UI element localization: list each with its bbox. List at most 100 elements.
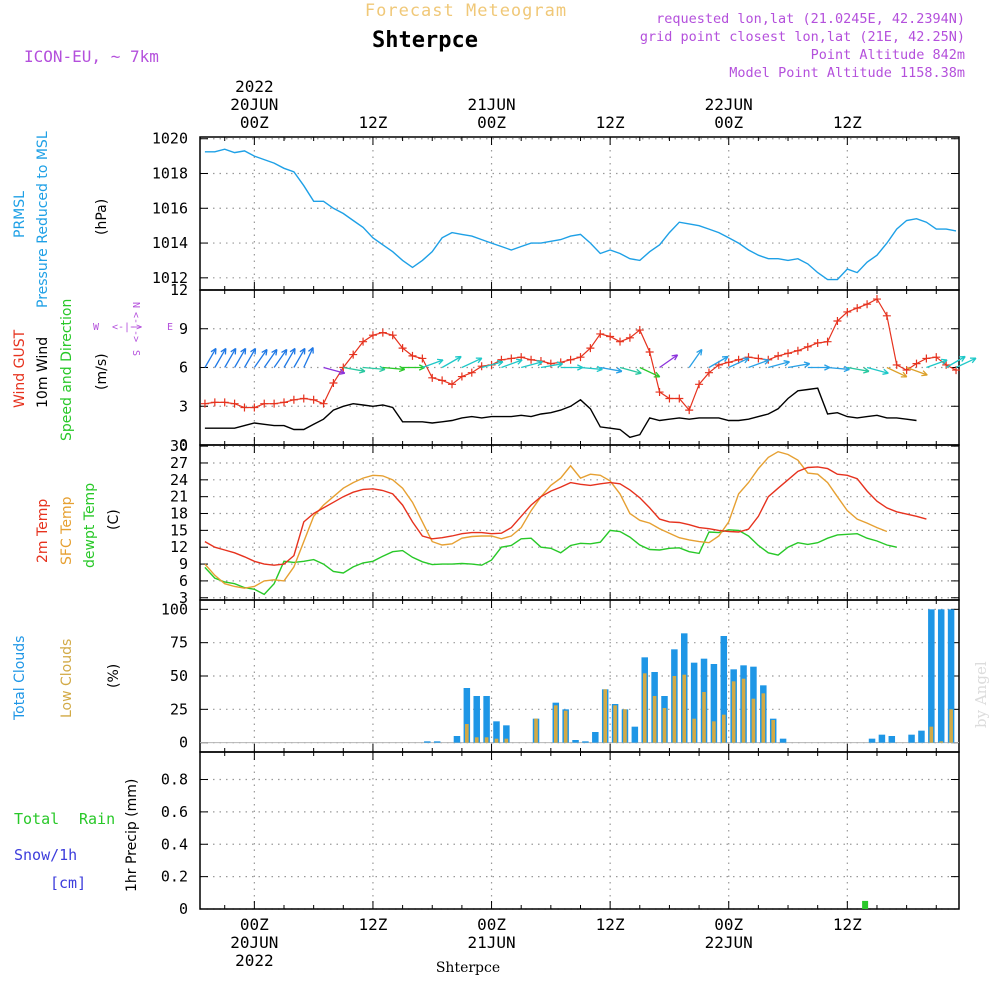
wind-arrow (303, 347, 314, 368)
low-cloud-bar (692, 718, 696, 743)
total-cloud-bar (582, 741, 589, 743)
grid-point: grid point closest lon,lat (21E, 42.25N) (640, 29, 965, 45)
gust-marker (724, 358, 733, 367)
wind-arrow-head (653, 371, 661, 378)
wind-arrow-head (496, 360, 504, 367)
wind-arrow (343, 366, 366, 372)
model-point-altitude: Model Point Altitude 1158.38m (729, 65, 965, 81)
gust-marker (270, 399, 279, 408)
gust-marker (596, 329, 605, 338)
gust-marker (774, 351, 783, 360)
wind-arrow-head (969, 357, 977, 364)
time-label-bottom: 20JUN (230, 933, 278, 952)
gust-marker (793, 346, 802, 355)
wind-arrow-head (921, 370, 928, 377)
rain-label: Rain (79, 810, 115, 828)
wind-arrow-head (536, 360, 543, 367)
wind-arrow-head (615, 367, 623, 374)
wind-arrow (847, 366, 870, 372)
gust-marker (418, 354, 427, 363)
gust-marker (843, 307, 852, 316)
wind-arrow-head (941, 358, 948, 365)
gust-marker (250, 403, 259, 412)
compass-w: W (93, 322, 100, 333)
temp-side-labels: 2m Temp SFC Temp dewpt Temp (C) (35, 483, 122, 568)
temp2m-line (204, 466, 927, 566)
time-label-bottom: 12Z (596, 915, 625, 934)
gust-marker (507, 354, 516, 363)
temp-unit: (C) (106, 509, 122, 530)
time-label-top: 12Z (596, 113, 625, 132)
time-label-bottom: 12Z (833, 915, 862, 934)
wind-arrow (214, 348, 227, 368)
compass-e: E (167, 322, 173, 333)
wind-arrow (580, 366, 603, 371)
wind-arrow-head (230, 347, 237, 355)
wind-arrow (441, 355, 462, 369)
y-tick-label: 6 (179, 359, 188, 377)
y-tick-label: 0.6 (161, 803, 188, 821)
wind-arrow (501, 359, 523, 369)
total-cloud-bar (918, 730, 925, 743)
wind-arrow (748, 359, 770, 369)
gust-marker (368, 331, 377, 340)
total-cloud-bar (690, 662, 698, 743)
gust-marker (289, 395, 298, 404)
low-cloud-bar (741, 678, 746, 743)
model-label: ICON-EU, ~ 7km (24, 47, 159, 66)
low-cloud-bar (623, 709, 627, 743)
gust-marker (329, 379, 338, 387)
y-tick-label: 24 (170, 471, 188, 489)
gust-marker (833, 317, 842, 325)
wind-arrow-head (959, 355, 966, 362)
gust-marker (398, 344, 407, 353)
compass-s: S (130, 350, 141, 356)
time-label-top: 22JUN (705, 95, 753, 114)
panel-frame (199, 444, 960, 601)
wind-arrow (955, 357, 977, 369)
pressure-side-labels: PRMSL Pressure Reduced to MSL (hPa) (12, 131, 110, 308)
product-title: Forecast Meteogram (365, 1, 567, 21)
low-cloud-bar (603, 689, 607, 743)
low-cloud-bar (534, 718, 538, 743)
precip-side-labels: Total Rain Snow/1h [cm] 1hr Precip (mm) (14, 779, 140, 892)
clouds-unit: (%) (106, 664, 122, 688)
wind-arrow-head (882, 368, 889, 375)
wind-arrow-head (635, 368, 642, 375)
wind-arrow-head (696, 348, 703, 356)
gust-marker (754, 354, 763, 363)
y-tick-label: 0 (179, 734, 188, 752)
total-cloud-bar (631, 726, 639, 743)
wind-arrow-head (289, 347, 296, 355)
sfc-temp-line (204, 450, 888, 589)
gust-marker (527, 355, 536, 364)
gust-marker (665, 394, 674, 403)
gust-marker (872, 295, 881, 304)
compass-n: N (130, 302, 141, 308)
gust-marker (625, 333, 634, 342)
y-tick-label: 12 (170, 281, 188, 299)
wind-arrow-head (803, 361, 811, 368)
low-cloud-bar (712, 721, 716, 743)
compass-arrows-ew: <-|-> (112, 322, 142, 333)
wind-dir-label: Speed and Direction (59, 299, 75, 441)
wind-arrow-head (516, 358, 523, 365)
total-cloud-bar (928, 609, 935, 743)
cloud-side-labels: Total Clouds Low Clouds (%) (12, 636, 122, 721)
wind-arrow (253, 349, 268, 368)
total-cloud-bar (937, 609, 945, 743)
low-cloud-bar (504, 738, 509, 743)
wind-arrow (481, 361, 504, 369)
y-tick-label: 27 (170, 454, 188, 472)
wind-arrow (728, 357, 749, 369)
y-tick-label: 1018 (152, 165, 188, 183)
wind-arrow (906, 366, 928, 376)
wind-arrow-head (437, 358, 444, 365)
time-label-top: 12Z (833, 113, 862, 132)
gust-marker (260, 399, 269, 408)
wind-arrow-head (338, 368, 346, 375)
panel-frame (199, 136, 960, 291)
y-tick-label: 25 (170, 700, 188, 718)
gust-marker (378, 328, 387, 337)
